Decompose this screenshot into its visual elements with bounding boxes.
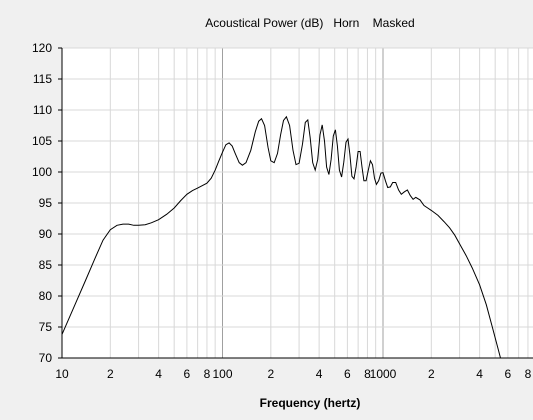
x-tick-label: 2: [267, 367, 274, 381]
x-tick-label: 1000: [370, 367, 397, 381]
y-tick-label: 80: [39, 289, 53, 303]
x-tick-label: 6: [344, 367, 351, 381]
y-tick-label: 95: [39, 196, 53, 210]
x-tick-label: 2: [107, 367, 114, 381]
x-tick-label: 4: [155, 367, 162, 381]
x-tick-label: 10: [55, 367, 69, 381]
y-tick-label: 75: [39, 320, 53, 334]
y-tick-label: 115: [33, 72, 52, 86]
x-tick-label: 100: [212, 367, 232, 381]
series-line: [61, 115, 501, 359]
x-axis-label: Frequency (hertz): [260, 396, 361, 410]
x-tick-label: 8: [364, 367, 371, 381]
chart-title: Acoustical Power (dB) Horn Masked: [205, 16, 414, 30]
x-tick-label: 6: [505, 367, 512, 381]
x-tick-label: 6: [184, 367, 191, 381]
y-tick-label: 120: [32, 41, 52, 55]
y-tick-label: 70: [39, 351, 53, 365]
y-tick-label: 90: [39, 227, 53, 241]
y-tick-label: 100: [32, 165, 52, 179]
y-tick-label: 110: [33, 103, 52, 117]
y-tick-label: 105: [32, 134, 52, 148]
x-tick-label: 4: [316, 367, 323, 381]
x-tick-label: 8: [525, 367, 532, 381]
x-tick-label: 4: [476, 367, 483, 381]
y-tick-label: 85: [39, 258, 53, 272]
x-tick-label: 2: [428, 367, 435, 381]
y-tick-labels: 70 75 80 85 90 95 100 105 110 115 120: [32, 41, 62, 365]
x-tick-label: 8: [204, 367, 211, 381]
